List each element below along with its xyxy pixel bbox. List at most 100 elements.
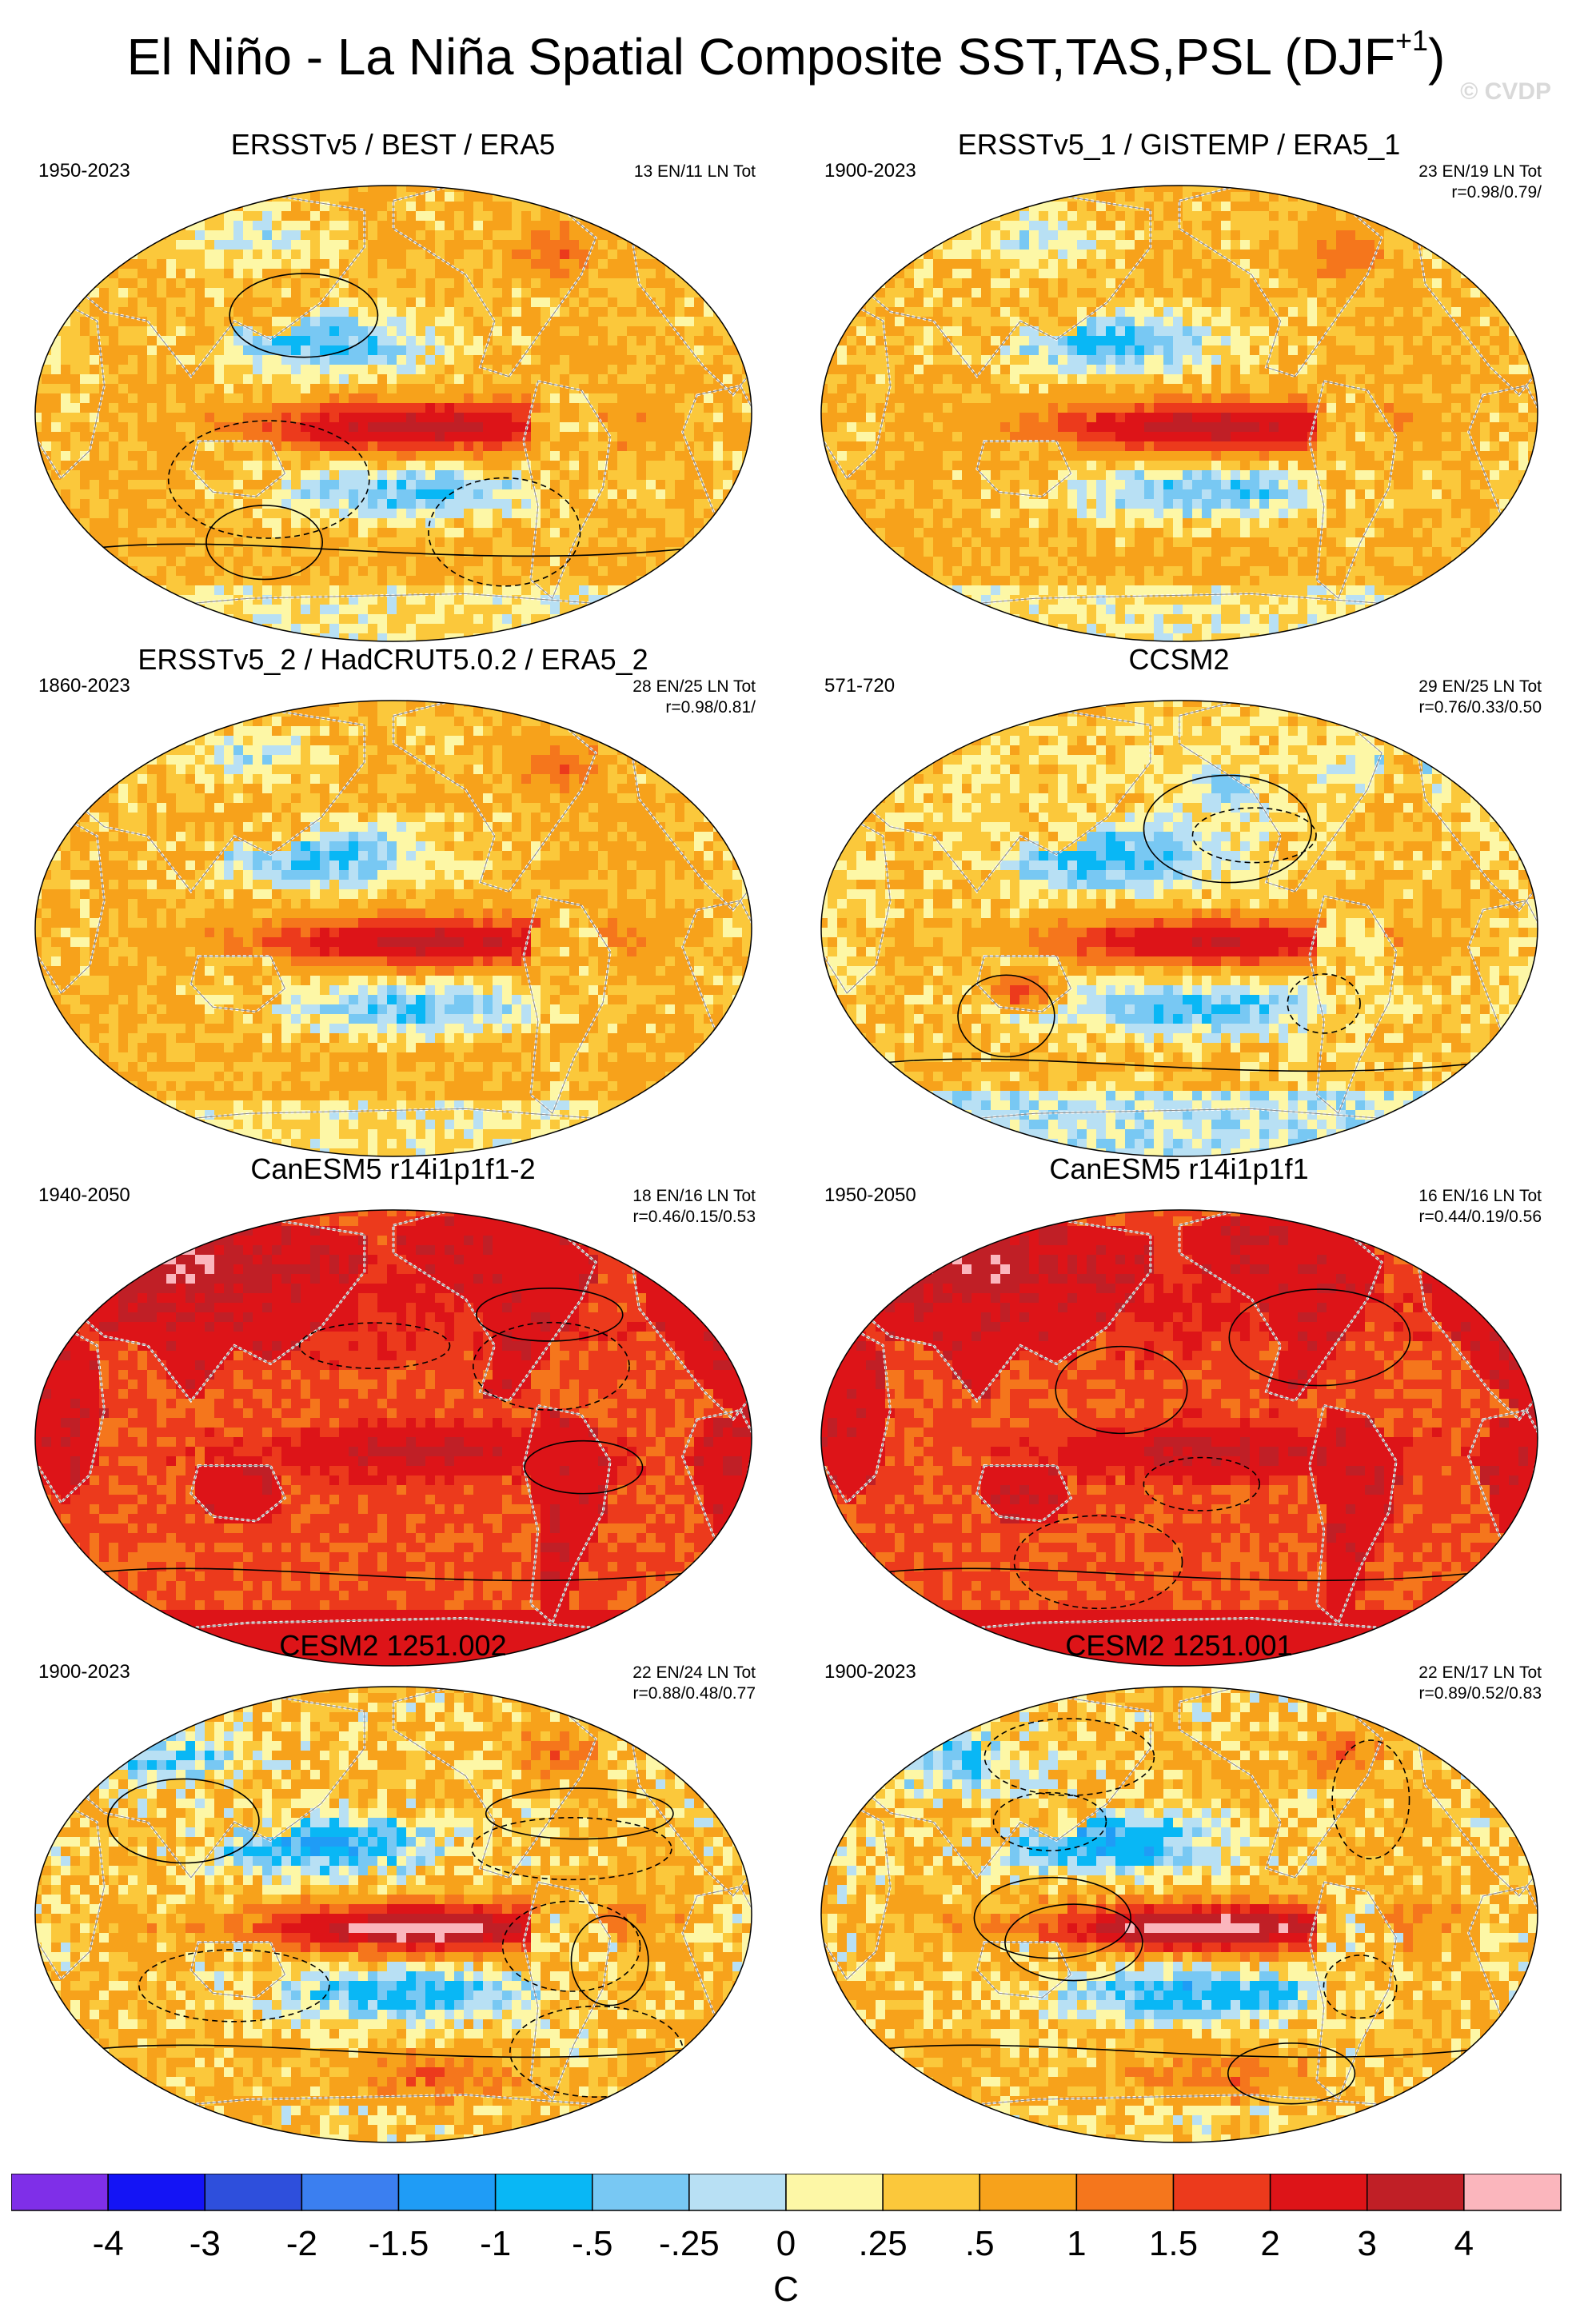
field-cell [1307,269,1318,279]
field-cell [349,489,359,500]
field-cell [320,576,330,586]
field-cell [320,192,330,202]
field-cell [752,288,755,298]
field-cell [253,192,263,202]
field-cell [541,192,551,202]
field-cell [454,355,465,365]
field-cell [1403,202,1414,212]
field-cell [1432,317,1442,327]
field-cell [416,528,426,538]
field-cell [233,633,244,641]
field-cell [406,441,417,452]
field-cell [1183,278,1193,289]
field-cell [617,413,628,423]
field-cell [1403,211,1414,222]
field-cell [425,186,436,193]
field-cell [99,451,110,461]
field-cell [914,278,924,289]
field-cell [281,461,292,471]
field-cell [598,250,608,260]
field-cell [262,451,273,461]
field-cell [723,221,733,231]
field-cell [109,461,119,471]
field-cell [904,202,915,212]
field-cell [1250,288,1260,298]
field-cell [837,211,848,222]
field-cell [665,365,676,375]
field-cell [627,624,637,634]
field-cell [1173,278,1183,289]
field-cell [713,566,724,577]
field-cell [243,259,253,270]
field-cell [262,633,273,641]
field-cell [742,403,752,413]
field-cell [675,451,685,461]
field-cell [176,345,186,356]
field-cell [61,326,71,337]
field-cell [368,393,378,404]
field-cell [339,547,349,557]
field-cell [483,576,493,586]
field-cell [1394,211,1404,222]
field-cell [243,557,253,567]
field-cell [329,614,340,625]
field-cell [1480,307,1490,317]
field-cell [521,461,532,471]
field-cell [454,403,465,413]
field-cell [1538,202,1541,212]
field-cell [1039,317,1049,327]
field-cell [627,441,637,452]
field-cell [1403,297,1414,308]
field-cell [253,393,263,404]
field-cell [281,202,292,212]
field-cell [157,489,167,500]
field-cell [368,374,378,385]
field-cell [195,297,205,308]
field-cell [1461,259,1471,270]
field-cell [387,393,397,404]
field-cell [579,624,589,634]
field-cell [1413,211,1423,222]
field-cell [483,355,493,365]
field-cell [483,422,493,433]
field-cell [70,336,81,346]
field-cell [981,186,991,193]
field-cell [301,192,311,202]
field-cell [406,374,417,385]
field-cell [128,489,138,500]
field-cell [358,259,369,270]
field-cell [186,432,196,442]
field-cell [1518,202,1529,212]
field-cell [1509,186,1519,193]
field-cell [358,192,369,202]
field-cell [608,250,618,260]
field-cell [732,624,743,634]
field-cell [253,528,263,538]
field-cell [301,566,311,577]
field-cell [1327,297,1337,308]
field-cell [752,537,755,548]
field-cell [598,633,608,641]
field-cell [42,297,52,308]
field-cell [262,297,273,308]
field-cell [205,461,215,471]
field-cell [617,461,628,471]
field-cell [425,202,436,212]
field-cell [1509,297,1519,308]
field-cell [636,192,647,202]
field-cell [90,384,100,394]
field-cell [35,432,42,442]
field-cell [521,202,532,212]
field-cell [856,230,867,241]
field-cell [493,317,503,327]
field-cell [339,186,349,193]
field-cell [138,336,148,346]
field-cell [981,192,991,202]
field-cell [358,288,369,298]
field-cell [752,240,755,250]
field-cell [608,345,618,356]
field-cell [138,230,148,241]
field-cell [368,211,378,222]
field-cell [646,317,656,327]
field-cell [473,557,484,567]
